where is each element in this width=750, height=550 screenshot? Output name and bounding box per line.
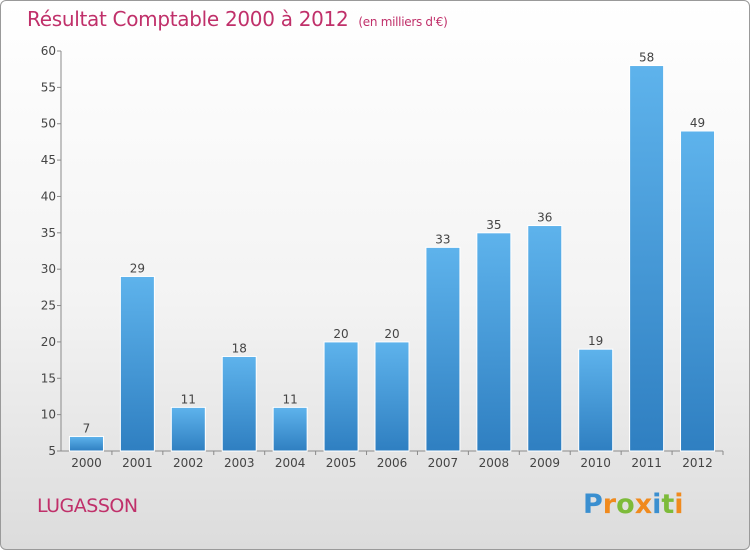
- bar: [170, 406, 206, 452]
- data-label: 7: [83, 421, 91, 435]
- x-tick-label: 2003: [224, 456, 255, 470]
- x-tick-label: 2006: [377, 456, 408, 470]
- bar: [323, 341, 359, 452]
- bar: [119, 275, 155, 452]
- y-tick-label: 40: [41, 189, 56, 203]
- x-tick-label: 2007: [428, 456, 459, 470]
- y-tick-label: 30: [41, 262, 56, 276]
- x-tick-label: 2000: [71, 456, 102, 470]
- bar: [425, 246, 461, 452]
- bar: [476, 232, 512, 452]
- bar: [68, 435, 104, 452]
- bar: [374, 341, 410, 452]
- y-tick-label: 10: [41, 408, 56, 422]
- proxiti-logo: Proxiti: [583, 489, 684, 520]
- y-tick-label: 25: [41, 299, 56, 313]
- data-label: 20: [384, 327, 399, 341]
- place-name: LUGASSON: [37, 495, 138, 517]
- x-tick-label: 2011: [631, 456, 662, 470]
- x-tick-label: 2005: [326, 456, 357, 470]
- data-label: 58: [639, 51, 654, 65]
- bar: [272, 406, 308, 452]
- bar: [578, 348, 614, 452]
- y-tick-label: 15: [41, 371, 56, 385]
- data-label: 20: [333, 327, 348, 341]
- x-tick-label: 2004: [275, 456, 306, 470]
- x-tick-label: 2001: [122, 456, 153, 470]
- data-label: 29: [130, 261, 145, 275]
- y-tick-label: 5: [48, 444, 56, 458]
- bar: [527, 225, 563, 452]
- y-tick-label: 60: [41, 44, 56, 58]
- data-label: 36: [537, 211, 552, 225]
- y-tick-label: 45: [41, 153, 56, 167]
- bars: [68, 65, 716, 452]
- chart-title: Résultat Comptable 2000 à 2012: [27, 7, 349, 31]
- chart-title-line: Résultat Comptable 2000 à 2012 (en millie…: [27, 7, 448, 31]
- y-tick-label: 55: [41, 80, 56, 94]
- chart-subtitle: (en milliers d'€): [358, 15, 448, 29]
- data-label: 35: [486, 218, 501, 232]
- x-tick-label: 2010: [580, 456, 611, 470]
- bar: [629, 65, 665, 452]
- x-tick-label: 2008: [479, 456, 510, 470]
- y-tick-label: 35: [41, 226, 56, 240]
- data-label: 11: [181, 392, 196, 406]
- y-tick-label: 20: [41, 335, 56, 349]
- x-tick-label: 2002: [173, 456, 204, 470]
- x-tick-label: 2012: [682, 456, 713, 470]
- data-label: 18: [232, 341, 247, 355]
- data-label: 33: [435, 232, 450, 246]
- bar: [221, 355, 257, 452]
- bar: [680, 130, 716, 452]
- data-labels: 7 29 11 18 11 20 20 33 35 36 19 58 49: [83, 51, 706, 436]
- data-label: 19: [588, 334, 603, 348]
- data-label: 49: [690, 116, 705, 130]
- data-label: 11: [283, 392, 298, 406]
- y-tick-label: 50: [41, 117, 56, 131]
- axes: 5 10 15 20 25 30 35 40 45 50 55 60 2000 2001 2002 2003 2…: [41, 44, 724, 470]
- x-tick-label: 2009: [529, 456, 560, 470]
- bar-chart: 5 10 15 20 25 30 35 40 45 50 55 60 2000 2001 2002 2003 2…: [41, 44, 724, 470]
